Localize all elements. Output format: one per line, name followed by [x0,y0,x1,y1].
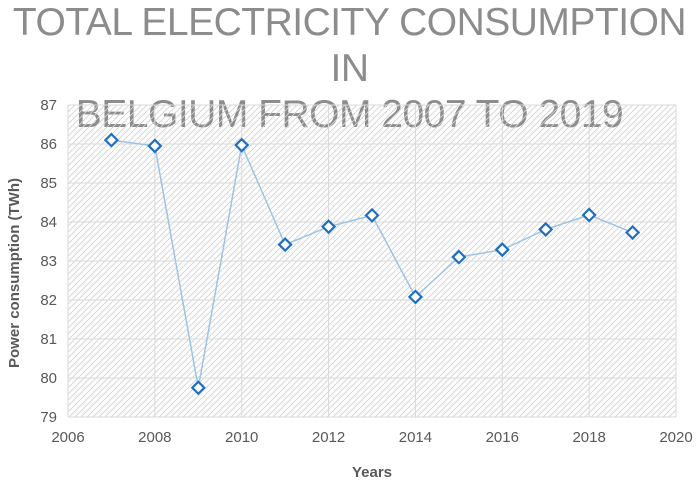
data-point-marker [625,224,641,241]
x-tick-label: 2008 [138,429,171,446]
y-tick-label: 85 [40,175,57,192]
y-tick-label: 80 [40,370,57,387]
data-point-marker [581,207,597,223]
data-point-marker [364,207,380,223]
data-point-marker [147,138,163,154]
data-point-marker [451,249,467,265]
x-tick-label: 2012 [312,429,345,446]
x-tick-label: 2006 [51,429,84,446]
data-point-marker [494,242,510,258]
chart-title-line-1: TOTAL ELECTRICITY CONSUMPTION IN [12,1,687,90]
y-tick-label: 86 [40,136,57,153]
x-tick-label: 2016 [486,429,519,446]
data-point-marker [234,137,250,153]
x-tick-label: 2018 [572,429,605,446]
marker-layer [103,132,641,396]
data-point-marker [277,237,293,253]
y-axis-ticks: 79 80 81 82 83 84 85 86 87 [40,97,57,426]
y-tick-label: 84 [40,214,57,231]
data-point-marker [103,132,119,148]
data-point-marker [407,289,423,305]
x-tick-label: 2010 [225,429,258,446]
y-tick-label: 82 [40,292,57,309]
y-tick-label: 79 [40,409,57,426]
x-tick-label: 2020 [659,429,692,446]
y-tick-label: 81 [40,331,57,348]
data-point-marker [321,219,337,235]
x-axis-ticks: 2006 2008 2010 2012 2014 2016 2018 2020 [51,429,692,446]
y-tick-label: 83 [40,253,57,270]
x-axis-title: Years [352,464,392,481]
data-point-marker [190,380,206,396]
y-axis-title: Power consumption (TWh) [6,178,23,368]
data-point-marker [538,221,554,237]
x-tick-label: 2014 [399,429,432,446]
y-tick-label: 87 [40,97,57,114]
